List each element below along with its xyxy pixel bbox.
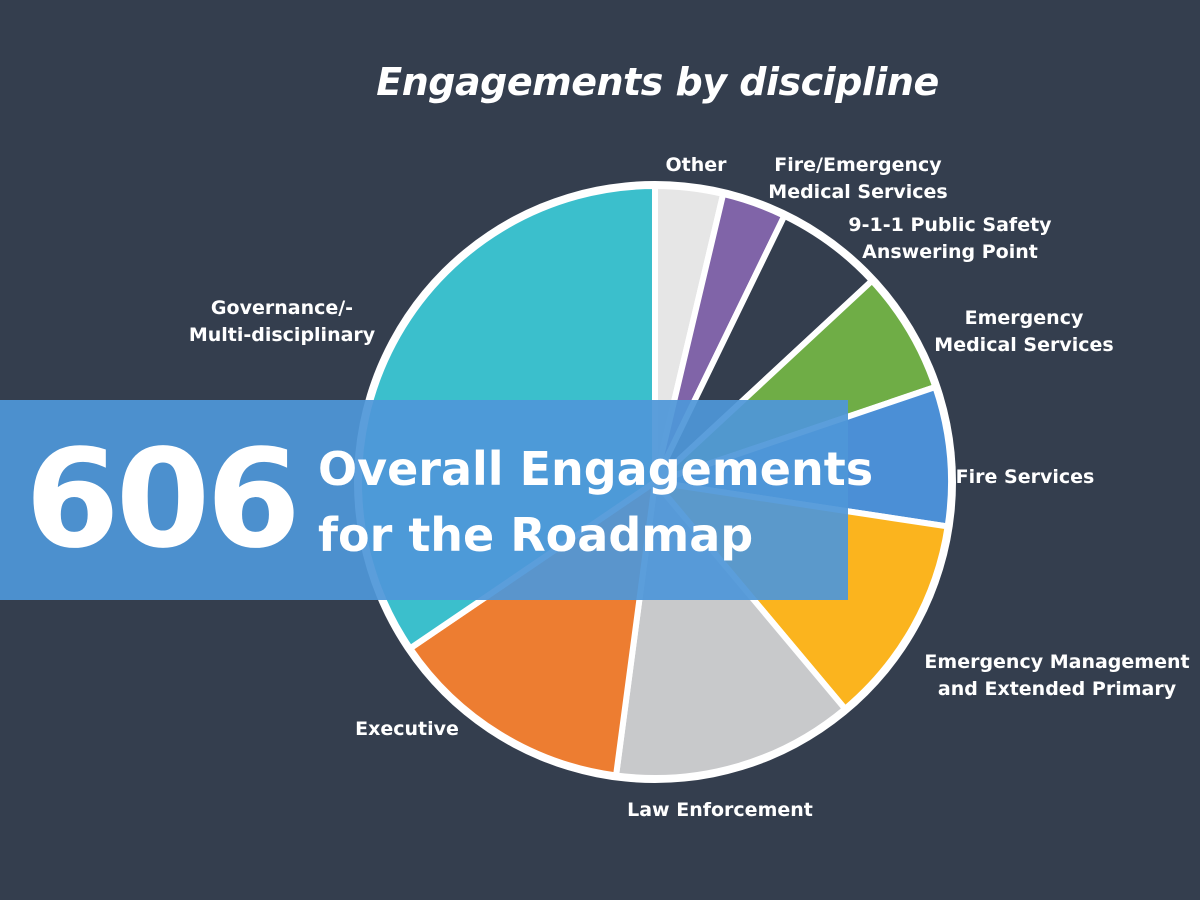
caption-line-1: Overall Engagements <box>318 442 874 496</box>
slice-label: Emergency Management and Extended Primary <box>924 649 1189 703</box>
slice-label-line: Medical Services <box>934 334 1114 356</box>
slice-label-line: Executive <box>355 718 459 740</box>
slice-label-line: Other <box>665 154 727 176</box>
slice-label: Law Enforcement <box>627 797 813 824</box>
total-engagements-caption: Overall Engagements for the Roadmap <box>318 436 873 568</box>
total-engagements-number: 606 <box>25 421 301 579</box>
slice-label-line: Fire/Emergency <box>774 154 942 176</box>
slice-label-line: Emergency <box>964 307 1084 329</box>
slice-label: Fire/Emergency Medical Services <box>768 152 947 206</box>
slice-label-line: Emergency Management <box>924 651 1190 673</box>
chart-title: Engagements by discipline <box>376 60 939 104</box>
slice-label-line: Fire Services <box>955 466 1095 488</box>
slice-label: Executive <box>355 716 459 743</box>
caption-line-2: for the Roadmap <box>318 508 754 562</box>
slice-label-line: Governance/- <box>210 297 354 319</box>
slice-label-line: Medical Services <box>768 181 948 203</box>
slice-label-line: Multi-disciplinary <box>188 324 376 346</box>
slice-label: Fire Services <box>956 464 1095 491</box>
slice-label: Governance/- Multi-disciplinary <box>189 295 375 349</box>
slice-label-line: 9-1-1 Public Safety <box>848 214 1052 236</box>
slice-label: Other <box>665 152 726 179</box>
slice-label-line: and Extended Primary <box>937 678 1177 700</box>
slice-label-line: Law Enforcement <box>627 799 813 821</box>
slice-label-line: Answering Point <box>862 241 1038 263</box>
summary-banner <box>0 400 848 600</box>
slice-label: 9-1-1 Public Safety Answering Point <box>848 212 1051 266</box>
slice-label: Emergency Medical Services <box>934 305 1113 359</box>
